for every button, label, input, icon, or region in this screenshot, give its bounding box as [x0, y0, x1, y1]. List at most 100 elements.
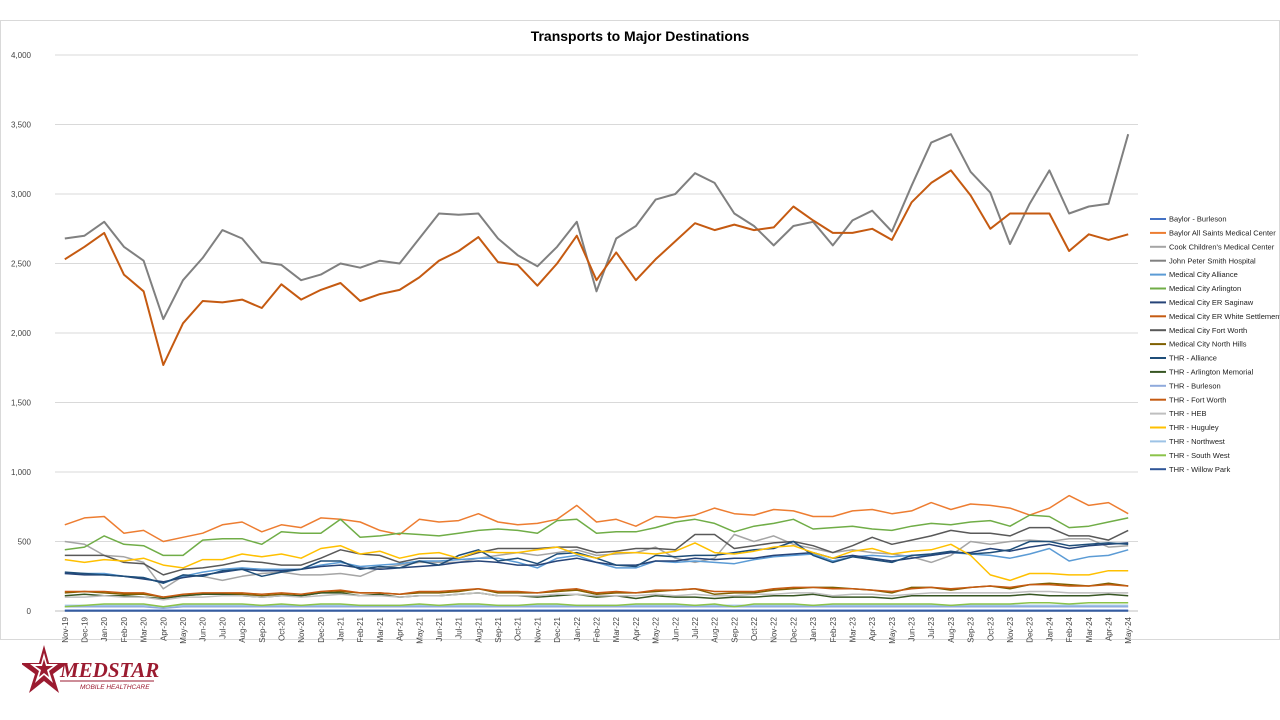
x-tick-label: Aug-22	[711, 616, 720, 642]
y-tick-label: 1,000	[11, 468, 32, 477]
series-line-6	[64, 542, 1129, 583]
x-tick-label: Dec-19	[81, 616, 90, 642]
x-tick-label: Dec-23	[1026, 616, 1035, 642]
legend-label: Medical City North Hills	[1169, 340, 1247, 349]
x-tick-label: Nov-23	[1006, 616, 1015, 642]
x-tick-label: May-20	[179, 616, 188, 643]
x-tick-label: Jun-21	[435, 616, 444, 641]
x-axis-ticks: Nov-19 Dec-19 Jan-20 Feb-20 Mar-20 Apr-20 May-…	[61, 616, 1133, 643]
legend-label: Medical City ER White Settlement	[1169, 312, 1280, 321]
y-tick-label: 0	[27, 607, 32, 616]
x-tick-label: Aug-20	[238, 616, 247, 642]
x-tick-label: Nov-21	[533, 616, 542, 642]
x-tick-label: Dec-20	[317, 616, 326, 642]
series-line-7	[64, 169, 1129, 366]
legend-label: THR - Huguley	[1169, 423, 1219, 432]
legend-label: Medical City ER Saginaw	[1169, 298, 1254, 307]
x-tick-label: May-21	[415, 616, 424, 643]
legend-label: Medical City Fort Worth	[1169, 326, 1247, 335]
legend-label: THR - Willow Park	[1169, 465, 1230, 474]
legend: Baylor - Burleson Baylor All Saints Medic…	[1150, 215, 1280, 474]
x-tick-label: Apr-20	[159, 616, 168, 641]
x-tick-label: Dec-22	[789, 616, 798, 642]
series-line-13	[64, 583, 1129, 598]
x-tick-label: Jun-20	[199, 616, 208, 641]
legend-label: THR - South West	[1169, 451, 1231, 460]
x-tick-label: Mar-23	[848, 616, 857, 642]
x-tick-label: Jul-20	[218, 616, 227, 638]
series-lines	[64, 133, 1130, 612]
x-tick-label: Mar-20	[140, 616, 149, 642]
y-tick-label: 500	[18, 538, 32, 547]
y-axis-ticks: 0 500 1,000 1,500 2,000 2,500 3,000 3,500 4,000	[11, 51, 32, 616]
x-tick-label: Jul-21	[455, 616, 464, 638]
x-tick-label: Jan-22	[573, 616, 582, 641]
series-line-3	[64, 133, 1130, 321]
x-tick-label: Sep-21	[494, 616, 503, 642]
x-tick-label: Oct-22	[750, 616, 759, 641]
medstar-logo: MEDSTAR MOBILE HEALTHCARE	[22, 645, 159, 693]
x-tick-label: Aug-23	[947, 616, 956, 642]
x-tick-label: Jan-20	[100, 616, 109, 641]
x-tick-label: Oct-20	[277, 616, 286, 641]
x-tick-label: Sep-22	[730, 616, 739, 642]
y-tick-label: 2,000	[11, 329, 32, 338]
x-tick-label: Jul-23	[927, 616, 936, 638]
x-tick-label: Mar-21	[376, 616, 385, 642]
legend-label: THR - Alliance	[1169, 354, 1217, 363]
legend-label: Medical City Alliance	[1169, 270, 1238, 279]
x-tick-label: May-24	[1124, 616, 1133, 643]
x-tick-label: Feb-21	[356, 616, 365, 642]
legend-label: THR - Northwest	[1169, 437, 1226, 446]
series-line-12	[64, 606, 1129, 609]
x-tick-label: Apr-21	[396, 616, 405, 641]
x-tick-label: Jan-24	[1045, 616, 1054, 641]
x-tick-label: Feb-20	[120, 616, 129, 642]
legend-label: THR - HEB	[1169, 409, 1207, 418]
x-tick-label: Nov-22	[770, 616, 779, 642]
legend-label: Baylor - Burleson	[1169, 215, 1227, 224]
x-tick-label: Sep-23	[967, 616, 976, 642]
series-line-1	[64, 494, 1129, 543]
x-tick-label: Nov-20	[297, 616, 306, 642]
x-tick-label: Jun-22	[671, 616, 680, 641]
x-tick-label: Dec-21	[553, 616, 562, 642]
x-tick-label: Feb-23	[829, 616, 838, 642]
logo-tagline: MOBILE HEALTHCARE	[80, 684, 150, 691]
legend-label: THR - Burleson	[1169, 381, 1221, 390]
x-tick-label: Jan-21	[337, 616, 346, 641]
series-line-8	[64, 526, 1129, 576]
legend-label: THR - Fort Worth	[1169, 395, 1226, 404]
legend-label: THR - Arlington Memorial	[1169, 368, 1254, 377]
series-line-9	[64, 582, 1129, 598]
legend-label: Cook Children's Medical Center	[1169, 242, 1275, 251]
x-tick-label: Nov-19	[61, 616, 70, 642]
x-tick-label: Mar-24	[1085, 616, 1094, 642]
legend-label: Medical City Arlington	[1169, 284, 1241, 293]
x-tick-label: Feb-22	[593, 616, 602, 642]
series-line-2	[64, 533, 1129, 590]
x-tick-label: May-23	[888, 616, 897, 643]
x-tick-label: Jan-23	[809, 616, 818, 641]
legend-label: John Peter Smith Hospital	[1169, 256, 1256, 265]
x-tick-label: Jun-23	[908, 616, 917, 641]
x-tick-label: Feb-24	[1065, 616, 1074, 642]
x-tick-label: Oct-23	[986, 616, 995, 641]
series-line-15	[64, 542, 1129, 582]
chart-title: Transports to Major Destinations	[531, 28, 750, 44]
series-line-14	[64, 590, 1129, 601]
x-tick-label: Jul-22	[691, 616, 700, 638]
y-tick-label: 4,000	[11, 51, 32, 60]
x-tick-label: May-22	[652, 616, 661, 643]
x-tick-label: Mar-22	[612, 616, 621, 642]
y-tick-label: 3,500	[11, 121, 32, 130]
x-tick-label: Apr-23	[868, 616, 877, 641]
x-tick-label: Oct-21	[514, 616, 523, 641]
logo-brand-text: MEDSTAR	[59, 658, 159, 682]
x-tick-label: Apr-22	[632, 616, 641, 641]
y-tick-label: 1,500	[11, 399, 32, 408]
legend-label: Baylor All Saints Medical Center	[1169, 229, 1276, 238]
x-tick-label: Aug-21	[474, 616, 483, 642]
y-tick-label: 3,000	[11, 190, 32, 199]
